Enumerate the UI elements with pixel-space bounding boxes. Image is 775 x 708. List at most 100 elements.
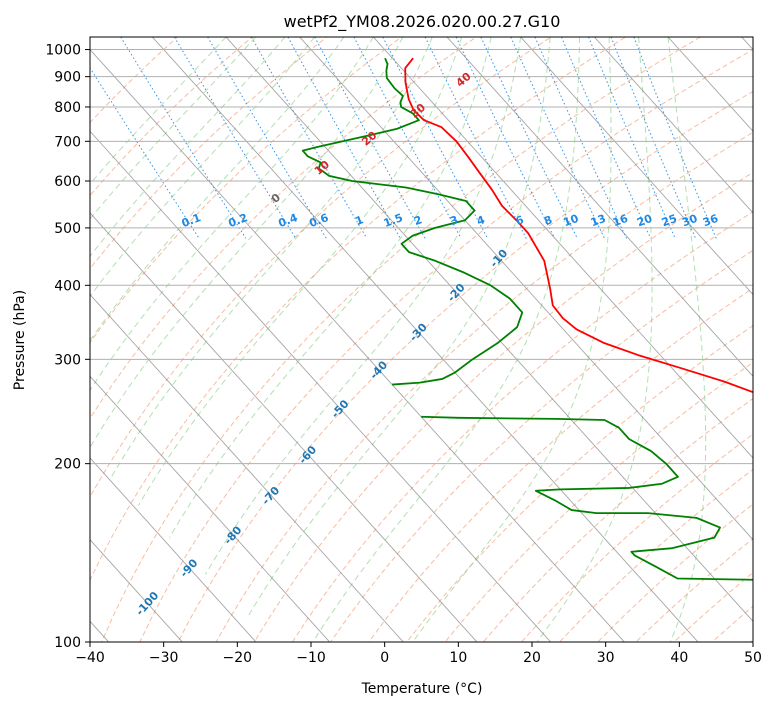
x-axis: −40 −30 −20 −10 0 10 20 30 40 50 bbox=[75, 642, 762, 666]
isotherm-line bbox=[90, 538, 183, 642]
x-tick-label: 30 bbox=[597, 650, 615, 666]
dry-adiabat bbox=[90, 37, 552, 499]
x-tick-label: −30 bbox=[149, 650, 179, 666]
dry-adiabat bbox=[101, 37, 702, 642]
mixing-ratio-label: 0.2 bbox=[227, 211, 250, 230]
dry-adiabat bbox=[253, 171, 753, 642]
x-tick-label: −20 bbox=[223, 650, 253, 666]
mixing-ratio-label: 13 bbox=[589, 212, 608, 229]
mixing-ratio-label: 36 bbox=[701, 212, 720, 230]
temperature-profile-line bbox=[404, 57, 753, 394]
moist-adiabat bbox=[90, 37, 404, 449]
mixing-ratio-label: 10 bbox=[561, 212, 580, 230]
moist-adiabat bbox=[204, 37, 522, 575]
dewpoint-profile-line bbox=[301, 57, 524, 386]
mixing-ratio-line bbox=[314, 37, 426, 239]
mixing-ratio-label: 20 bbox=[635, 212, 654, 230]
mixing-ratio-label: 6 bbox=[514, 213, 526, 228]
isotherm-line bbox=[90, 457, 257, 642]
y-tick-label: 500 bbox=[54, 221, 81, 237]
mixing-ratio-label: 2 bbox=[412, 213, 424, 228]
mixing-ratio-line bbox=[287, 37, 401, 239]
dry-adiabat bbox=[368, 287, 753, 642]
x-tick-label: 10 bbox=[449, 650, 467, 666]
dry-adiabat bbox=[90, 37, 478, 420]
moist-adiabat bbox=[90, 37, 374, 392]
moist-adiabat bbox=[111, 37, 433, 478]
mixing-ratio-label: 16 bbox=[611, 212, 630, 230]
moist-adiabat bbox=[412, 37, 612, 642]
mixing-ratio-line bbox=[534, 37, 627, 239]
mixing-ratio-line bbox=[588, 37, 676, 239]
mixing-ratio-label: 1 bbox=[354, 213, 366, 228]
moist-adiabat bbox=[667, 37, 707, 642]
dry-adiabat bbox=[90, 37, 328, 270]
isotherm-line bbox=[90, 212, 478, 642]
moist-adiabat bbox=[90, 37, 227, 185]
x-tick-label: −40 bbox=[75, 650, 105, 666]
mixing-ratio-label: 4 bbox=[475, 213, 487, 228]
isotherm-line bbox=[90, 48, 625, 642]
isotherm-line bbox=[520, 37, 753, 296]
x-axis-label: Temperature (°C) bbox=[361, 681, 483, 697]
mixing-ratio-line bbox=[207, 37, 327, 239]
y-tick-label: 600 bbox=[54, 174, 81, 190]
mixing-ratio-line bbox=[424, 37, 527, 239]
x-tick-label: 0 bbox=[380, 650, 389, 666]
y-tick-label: 700 bbox=[54, 134, 81, 150]
x-tick-label: 50 bbox=[744, 650, 762, 666]
series-layer bbox=[301, 57, 753, 581]
mixing-ratio-line bbox=[455, 37, 556, 239]
isotherm-line bbox=[446, 37, 753, 377]
moist-adiabat bbox=[90, 37, 345, 342]
mixing-ratio-line bbox=[120, 37, 247, 239]
dewpoint-profile-line bbox=[421, 415, 753, 581]
y-tick-label: 900 bbox=[54, 70, 81, 86]
isotherm-line bbox=[593, 37, 753, 214]
isotherm-line bbox=[90, 375, 331, 642]
mixing-ratio-label: 0.1 bbox=[180, 211, 203, 230]
mixing-ratio-line bbox=[561, 37, 652, 239]
dry-adiabat bbox=[139, 48, 753, 642]
x-tick-label: 40 bbox=[670, 650, 688, 666]
isotherm-line bbox=[299, 37, 753, 541]
chart-title: wetPf2_YM08.2026.020.00.27.G10 bbox=[284, 12, 561, 32]
grid bbox=[0, 25, 753, 669]
mixing-ratio-label: 25 bbox=[660, 212, 679, 229]
mixing-ratio-label: 30 bbox=[680, 212, 699, 230]
y-tick-label: 400 bbox=[54, 278, 81, 294]
moist-adiabat bbox=[246, 37, 551, 618]
dry-adiabat bbox=[757, 25, 775, 669]
dry-adiabat bbox=[406, 325, 753, 642]
isotherm-line bbox=[151, 37, 699, 642]
moist-adiabat bbox=[312, 37, 581, 642]
y-tick-label: 100 bbox=[54, 635, 81, 651]
isotherm-line bbox=[0, 25, 59, 669]
moist-adiabat bbox=[137, 37, 463, 506]
dry-adiabat bbox=[291, 211, 753, 642]
mixing-ratio-line bbox=[174, 37, 297, 239]
isotherm-line bbox=[90, 293, 404, 642]
dry-adiabat bbox=[177, 90, 753, 642]
mixing-ratio-label: 1.5 bbox=[382, 211, 405, 230]
dry-adiabat bbox=[90, 37, 253, 197]
mixing-ratio-label: 0.6 bbox=[307, 211, 330, 230]
mixing-ratio-line bbox=[90, 66, 200, 239]
mixing-ratio-line bbox=[510, 37, 605, 239]
y-tick-label: 800 bbox=[54, 100, 81, 116]
moist-adiabat bbox=[90, 37, 315, 298]
y-tick-label: 200 bbox=[54, 457, 81, 473]
isotherm-line bbox=[90, 130, 552, 642]
mixing-ratio-label: 8 bbox=[542, 213, 554, 228]
plot-background bbox=[90, 37, 753, 642]
background-lines bbox=[90, 25, 775, 669]
dry-adiabat bbox=[90, 37, 627, 582]
moist-adiabat bbox=[536, 37, 653, 642]
x-tick-label: 20 bbox=[523, 650, 541, 666]
dry-adiabat bbox=[444, 361, 753, 642]
x-tick-label: −10 bbox=[296, 650, 326, 666]
y-axis-label: Pressure (hPa) bbox=[12, 290, 28, 390]
isotherm-line bbox=[372, 37, 753, 459]
y-axis: 100 200 300 400 500 600 700 800 900 1000 bbox=[45, 43, 90, 651]
